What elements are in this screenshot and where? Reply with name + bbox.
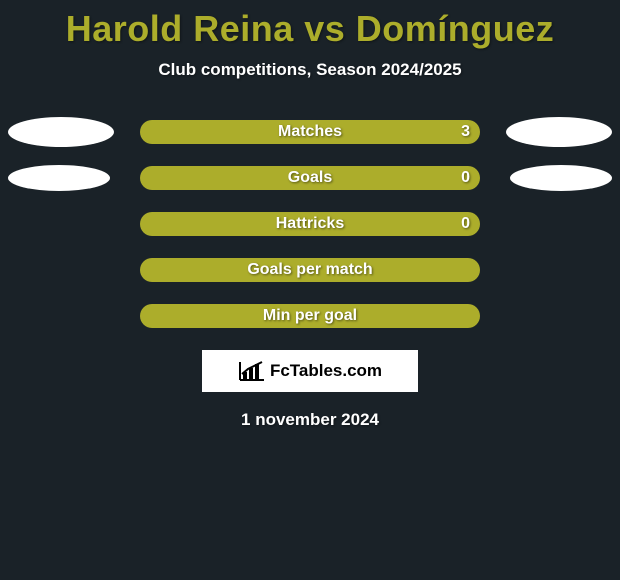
stat-bar: Matches 3 [140, 120, 480, 144]
stat-value: 0 [461, 215, 470, 233]
stat-bar: Goals per match [140, 258, 480, 282]
stat-value: 0 [461, 169, 470, 187]
stat-label: Min per goal [263, 307, 357, 325]
left-ellipse [8, 117, 114, 147]
page-title: Harold Reina vs Domínguez [66, 8, 555, 50]
comparison-infographic: Harold Reina vs Domínguez Club competiti… [0, 0, 620, 580]
stat-row: Goals 0 [0, 166, 620, 190]
logo-chart-icon [238, 360, 266, 382]
stat-label: Hattricks [276, 215, 344, 233]
stat-bar: Goals 0 [140, 166, 480, 190]
logo-text: FcTables.com [270, 361, 382, 381]
stat-row: Goals per match [0, 258, 620, 282]
left-ellipse [8, 165, 110, 191]
page-subtitle: Club competitions, Season 2024/2025 [158, 60, 461, 80]
right-ellipse [506, 117, 612, 147]
stat-bar: Min per goal [140, 304, 480, 328]
stat-rows: Matches 3 Goals 0 Hattricks 0 Goals per match M… [0, 120, 620, 328]
right-ellipse [510, 165, 612, 191]
stat-label: Matches [278, 123, 342, 141]
stat-value: 3 [461, 123, 470, 141]
stat-row: Matches 3 [0, 120, 620, 144]
date-line: 1 november 2024 [241, 410, 379, 430]
stat-bar: Hattricks 0 [140, 212, 480, 236]
stat-row: Hattricks 0 [0, 212, 620, 236]
stat-label: Goals per match [247, 261, 372, 279]
logo-box: FcTables.com [202, 350, 418, 392]
stat-row: Min per goal [0, 304, 620, 328]
stat-label: Goals [288, 169, 332, 187]
